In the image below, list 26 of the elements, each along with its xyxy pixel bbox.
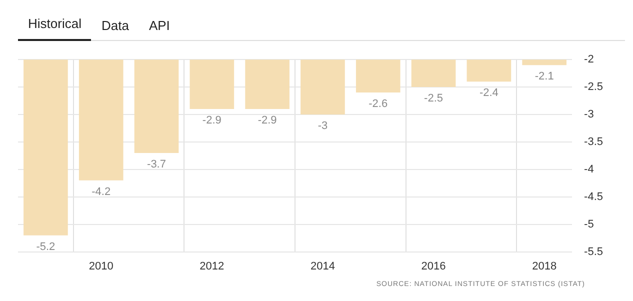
- data-label: -2.6: [368, 98, 388, 110]
- text: Historical: [18, 16, 92, 41]
- y-tick-label: -2: [584, 54, 594, 66]
- data-label: -3.7: [147, 158, 166, 170]
- y-tick-label: -4: [584, 163, 594, 176]
- data-label: -4.2: [92, 186, 111, 198]
- data-label: -2.1: [534, 70, 554, 83]
- data-label: -2.9: [202, 114, 222, 127]
- data-label: -2.5: [424, 92, 444, 105]
- y-tick-label: -2.5: [584, 81, 604, 94]
- y-tick-label: -3: [584, 108, 594, 121]
- data-label: -2.4: [479, 87, 498, 100]
- y-tick-label: -4.5: [584, 190, 604, 203]
- data-label: -5.2: [36, 240, 56, 253]
- text: API: [148, 18, 171, 35]
- y-tick-label: -5.5: [584, 246, 604, 258]
- x-tick-label: 2016: [421, 260, 446, 272]
- x-tick-label: 2010: [88, 260, 114, 272]
- y-tick-label: -3.5: [584, 136, 604, 148]
- x-tick-label: 2014: [310, 260, 335, 272]
- data-label: -2.9: [258, 114, 277, 127]
- text: Data: [100, 18, 130, 35]
- x-tick-label: 2012: [200, 260, 224, 272]
- data-label: -3: [318, 120, 328, 132]
- x-tick-label: 2018: [532, 260, 557, 272]
- y-tick-label: -5: [584, 218, 594, 230]
